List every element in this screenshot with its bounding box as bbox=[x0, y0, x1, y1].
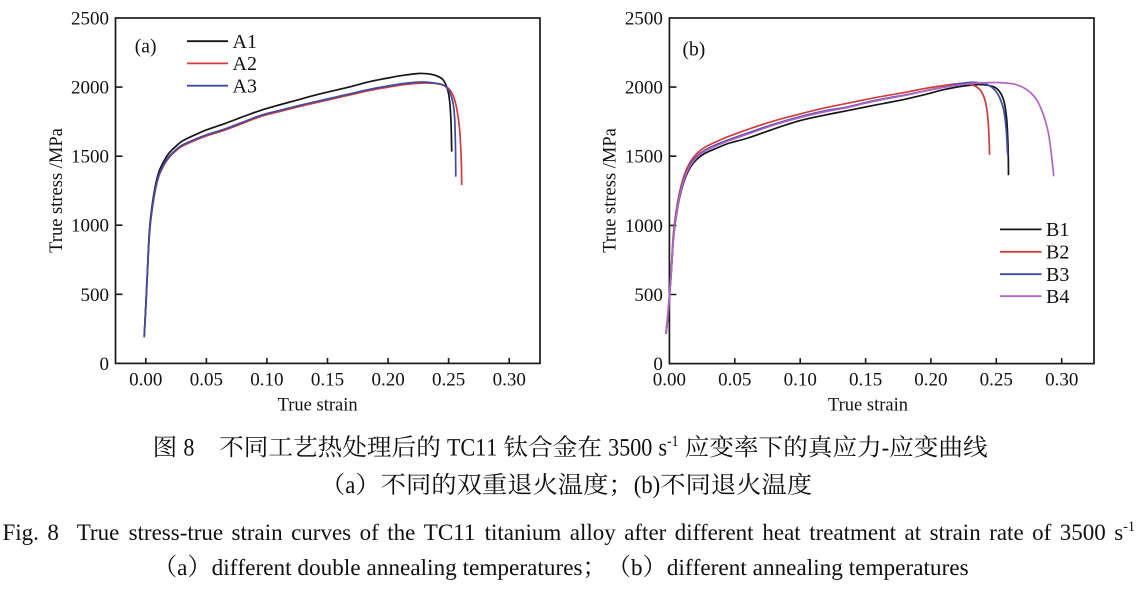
svg-text:0.30: 0.30 bbox=[493, 370, 526, 391]
svg-text:0.05: 0.05 bbox=[718, 370, 751, 391]
svg-text:1000: 1000 bbox=[71, 216, 109, 237]
svg-text:1500: 1500 bbox=[71, 147, 109, 168]
svg-text:B2: B2 bbox=[1046, 242, 1069, 264]
svg-text:1000: 1000 bbox=[625, 216, 663, 237]
svg-text:0.05: 0.05 bbox=[190, 370, 223, 391]
svg-text:2500: 2500 bbox=[71, 9, 109, 30]
svg-text:True stress /MPa: True stress /MPa bbox=[47, 128, 67, 253]
svg-text:0.00: 0.00 bbox=[129, 370, 162, 391]
svg-text:A2: A2 bbox=[233, 53, 257, 75]
svg-text:500: 500 bbox=[634, 285, 663, 306]
svg-text:A3: A3 bbox=[233, 76, 257, 98]
svg-text:0.00: 0.00 bbox=[653, 370, 686, 391]
svg-text:0.20: 0.20 bbox=[371, 370, 404, 391]
svg-text:2000: 2000 bbox=[71, 78, 109, 99]
svg-text:0.25: 0.25 bbox=[980, 370, 1013, 391]
svg-text:B3: B3 bbox=[1046, 264, 1069, 286]
svg-text:0: 0 bbox=[653, 354, 663, 375]
svg-text:(b): (b) bbox=[683, 40, 706, 61]
svg-text:2000: 2000 bbox=[625, 78, 663, 99]
svg-text:0.10: 0.10 bbox=[784, 370, 817, 391]
svg-text:A1: A1 bbox=[233, 31, 257, 53]
svg-text:True strain: True strain bbox=[828, 396, 908, 416]
svg-text:2500: 2500 bbox=[625, 9, 663, 30]
svg-text:0.15: 0.15 bbox=[311, 370, 344, 391]
svg-text:B4: B4 bbox=[1046, 286, 1069, 308]
svg-text:500: 500 bbox=[81, 285, 110, 306]
svg-text:1500: 1500 bbox=[625, 147, 663, 168]
svg-text:(a): (a) bbox=[135, 37, 157, 58]
svg-text:0.30: 0.30 bbox=[1045, 370, 1078, 391]
svg-text:0.25: 0.25 bbox=[432, 370, 465, 391]
svg-text:0: 0 bbox=[100, 354, 110, 375]
svg-text:0.15: 0.15 bbox=[849, 370, 882, 391]
svg-text:0.10: 0.10 bbox=[250, 370, 283, 391]
svg-text:True stress /MPa: True stress /MPa bbox=[601, 128, 621, 253]
svg-text:0.20: 0.20 bbox=[914, 370, 947, 391]
svg-text:B1: B1 bbox=[1046, 219, 1069, 241]
svg-text:True strain: True strain bbox=[278, 396, 358, 416]
